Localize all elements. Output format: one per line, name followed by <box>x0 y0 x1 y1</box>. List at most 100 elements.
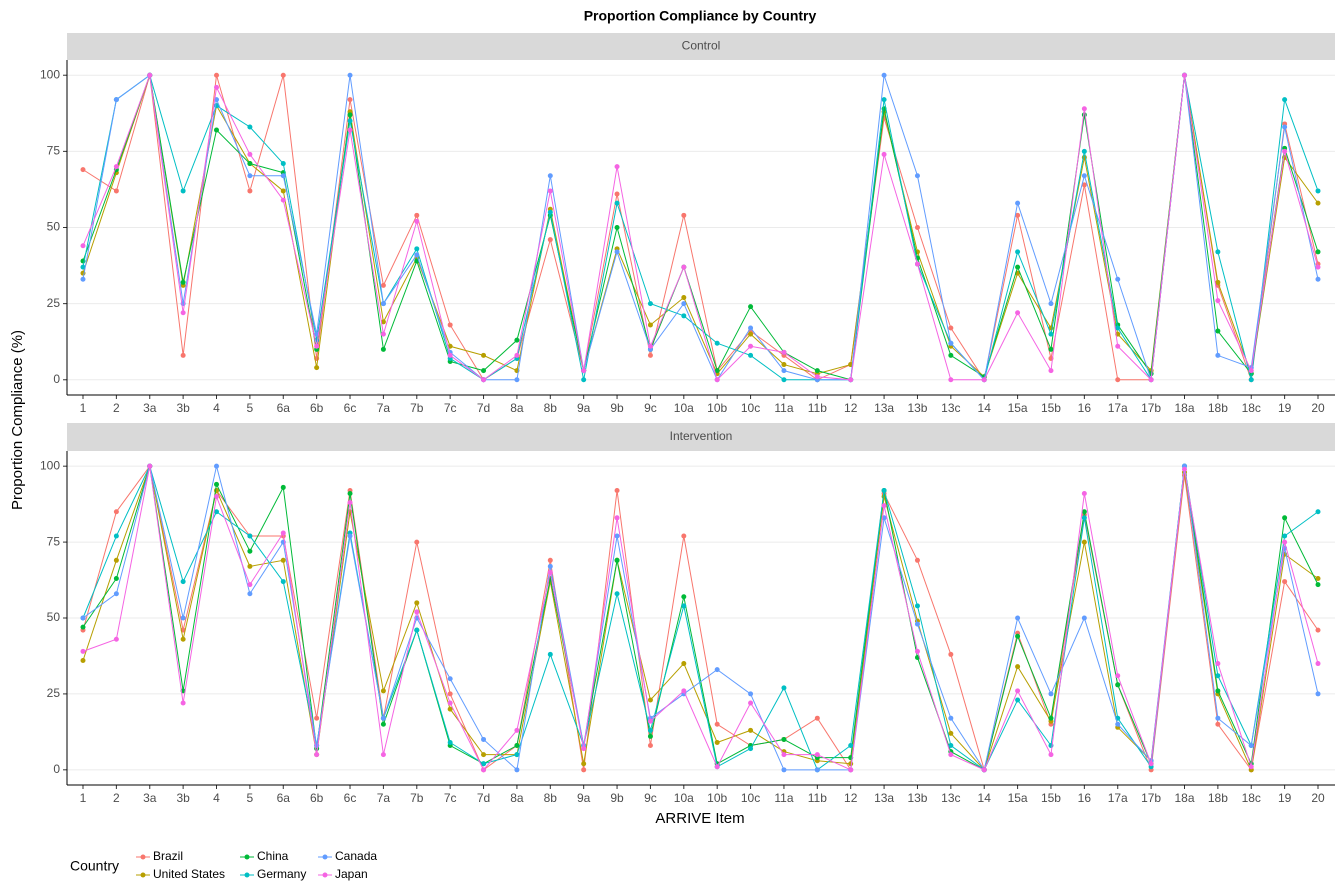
x-tick-label: 17a <box>1108 791 1128 805</box>
data-point <box>314 365 320 371</box>
series-line <box>82 466 1319 771</box>
x-tick-label: 6b <box>310 791 324 805</box>
series-line <box>82 464 1319 771</box>
data-point <box>347 500 353 506</box>
legend-point <box>140 872 146 878</box>
data-point <box>1148 377 1154 383</box>
data-point <box>1015 633 1021 639</box>
data-point <box>748 331 754 337</box>
data-point <box>1081 491 1087 497</box>
data-point <box>881 97 887 103</box>
data-point <box>1015 200 1021 206</box>
x-tick-label: 5 <box>247 401 254 415</box>
data-point <box>1282 533 1288 539</box>
data-point <box>80 624 86 630</box>
x-tick-label: 10c <box>741 791 760 805</box>
x-tick-label: 18b <box>1208 401 1228 415</box>
data-point <box>647 733 653 739</box>
data-point <box>481 377 487 383</box>
data-point <box>1248 764 1254 770</box>
data-point <box>981 767 987 773</box>
data-point <box>414 246 420 252</box>
data-point <box>414 212 420 218</box>
data-point <box>547 188 553 194</box>
data-point <box>180 579 186 585</box>
data-point <box>113 188 119 194</box>
x-tick-label: 12 <box>844 791 858 805</box>
data-point <box>481 736 487 742</box>
x-tick-label: 9b <box>610 401 624 415</box>
strip-label: Intervention <box>670 429 733 443</box>
data-point <box>748 343 754 349</box>
data-point <box>1115 377 1121 383</box>
data-point <box>113 576 119 582</box>
data-point <box>1081 509 1087 515</box>
data-point <box>748 304 754 310</box>
data-point <box>414 252 420 258</box>
data-point <box>1048 346 1054 352</box>
data-point <box>1248 743 1254 749</box>
x-tick-label: 1 <box>80 791 87 805</box>
data-point <box>447 739 453 745</box>
x-tick-label: 8b <box>544 401 558 415</box>
data-point <box>113 557 119 563</box>
x-tick-label: 6a <box>277 401 291 415</box>
x-tick-label: 6c <box>344 791 357 805</box>
data-point <box>614 164 620 170</box>
data-point <box>80 264 86 270</box>
data-point <box>1282 579 1288 585</box>
data-point <box>80 243 86 249</box>
data-point <box>581 377 587 383</box>
legend-label: United States <box>153 867 225 881</box>
data-point <box>848 377 854 383</box>
data-point <box>214 494 220 500</box>
data-point <box>1015 688 1021 694</box>
data-point <box>714 340 720 346</box>
data-point <box>881 151 887 157</box>
data-point <box>414 218 420 224</box>
x-axis-title: ARRIVE Item <box>655 810 744 827</box>
legend-label: Japan <box>335 867 368 881</box>
data-point <box>1115 343 1121 349</box>
data-point <box>681 313 687 319</box>
data-point <box>514 767 520 773</box>
data-point <box>380 721 386 727</box>
x-tick-label: 12 <box>844 401 858 415</box>
data-point <box>1048 331 1054 337</box>
x-tick-label: 18a <box>1174 791 1194 805</box>
data-point <box>547 237 553 243</box>
data-point <box>414 600 420 606</box>
x-tick-label: 8a <box>510 791 524 805</box>
data-point <box>1181 466 1187 472</box>
x-tick-label: 13b <box>907 791 927 805</box>
y-tick-label: 50 <box>47 220 61 234</box>
data-point <box>948 352 954 358</box>
data-point <box>514 337 520 343</box>
data-point <box>314 715 320 721</box>
data-point <box>1315 576 1321 582</box>
data-point <box>748 352 754 358</box>
x-tick-label: 10c <box>741 401 760 415</box>
x-tick-label: 9a <box>577 401 591 415</box>
x-tick-label: 13c <box>941 791 960 805</box>
data-point <box>647 697 653 703</box>
data-point <box>547 173 553 179</box>
data-point <box>280 579 286 585</box>
data-point <box>414 539 420 545</box>
y-tick-label: 0 <box>53 762 60 776</box>
x-tick-label: 5 <box>247 791 254 805</box>
x-tick-label: 13c <box>941 401 960 415</box>
data-point <box>1315 691 1321 697</box>
data-point <box>447 322 453 328</box>
data-point <box>748 691 754 697</box>
data-point <box>1215 721 1221 727</box>
series-line <box>82 75 1319 381</box>
data-point <box>347 118 353 124</box>
data-point <box>447 676 453 682</box>
data-point <box>1015 249 1021 255</box>
data-point <box>1315 509 1321 515</box>
data-point <box>1282 515 1288 521</box>
x-tick-label: 10a <box>674 401 694 415</box>
data-point <box>214 127 220 133</box>
data-point <box>914 261 920 267</box>
